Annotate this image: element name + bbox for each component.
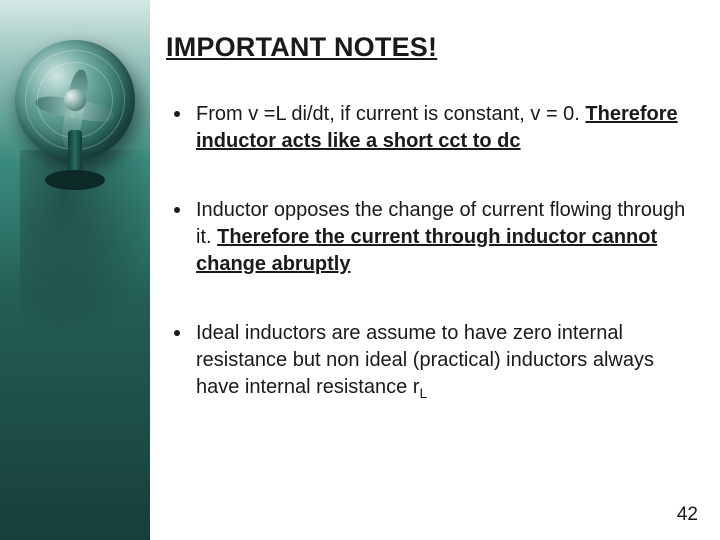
bullet-1: From v =L di/dt, if current is constant,… <box>166 101 692 155</box>
slide: IMPORTANT NOTES! From v =L di/dt, if cur… <box>0 0 720 540</box>
side-image-fan <box>0 0 150 540</box>
page-number: 42 <box>677 504 698 526</box>
bullet-3-subscript: L <box>419 385 427 401</box>
bullet-2-emph: Therefore the current through inductor c… <box>196 226 657 275</box>
bullet-1-text: From v =L di/dt, if current is constant,… <box>196 103 585 125</box>
bullet-marker <box>174 207 180 213</box>
content-area: IMPORTANT NOTES! From v =L di/dt, if cur… <box>150 0 720 540</box>
page-title: IMPORTANT NOTES! <box>166 32 692 63</box>
bullet-2: Inductor opposes the change of current f… <box>166 197 692 278</box>
bullet-3: Ideal inductors are assume to have zero … <box>166 320 692 403</box>
bullet-marker <box>174 330 180 336</box>
bullet-marker <box>174 111 180 117</box>
